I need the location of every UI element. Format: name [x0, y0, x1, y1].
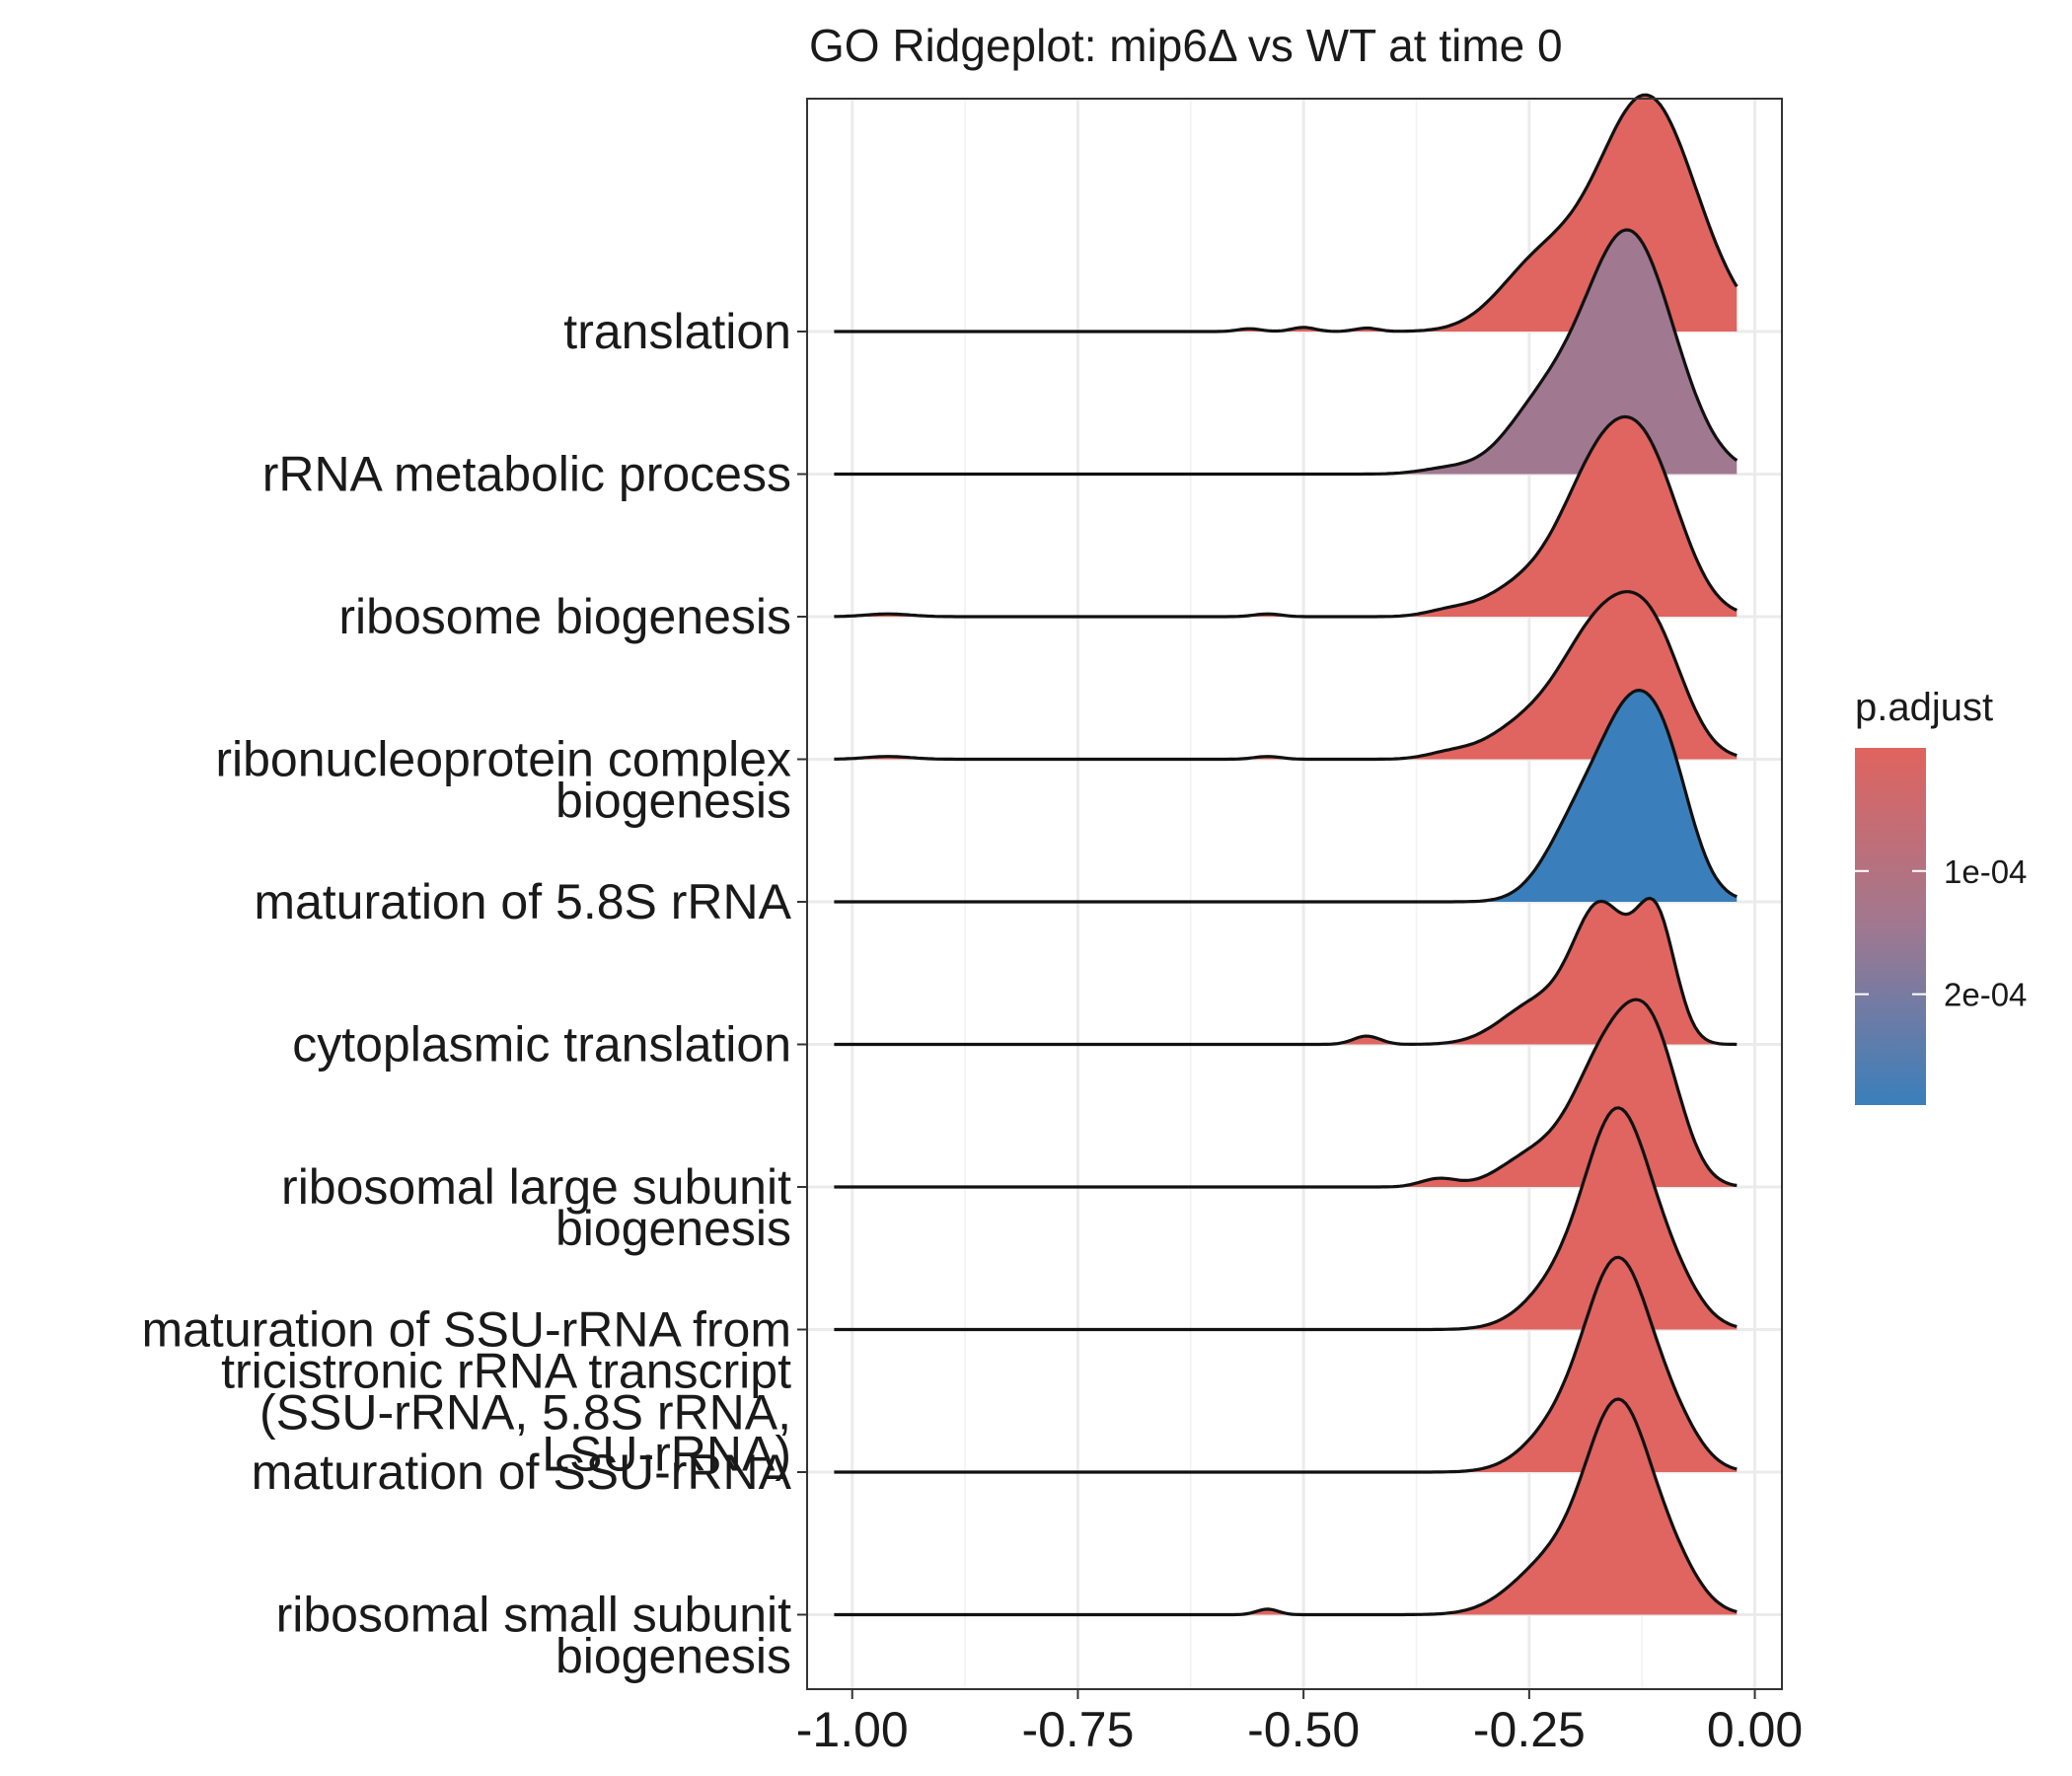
ridge-area [834, 1399, 1738, 1615]
chart-title: GO Ridgeplot: mip6Δ vs WT at time 0 [809, 20, 1563, 71]
ridge-outline [834, 414, 1738, 619]
x-tick-label: -0.50 [1247, 1702, 1360, 1757]
ridge-outline [834, 1106, 1738, 1332]
ridge-outline [834, 1397, 1738, 1617]
y-tick-label: translation [563, 304, 791, 359]
ridge-outline [834, 998, 1738, 1189]
y-tick-label: maturation of SSU-rRNA from [141, 1302, 791, 1358]
plot-panel-border [806, 98, 1783, 1690]
legend-tick-label: 1e-04 [1944, 853, 2027, 890]
ridge-4 [834, 689, 1738, 904]
ridge-area [834, 416, 1738, 617]
y-tick-label: maturation of 5.8S rRNA [254, 874, 791, 929]
ridge-outline [834, 689, 1738, 904]
ridge-2 [834, 414, 1738, 619]
y-tick-label: maturation of SSU-rRNA [252, 1444, 792, 1500]
legend: p.adjust 1e-04 2e-04 [1855, 686, 2027, 1105]
y-axis: translation rRNA metabolic process ribosom… [141, 304, 807, 1684]
y-tick-label: biogenesis [555, 774, 791, 829]
legend-colorbar [1855, 748, 1926, 1105]
x-tick-label: -0.25 [1473, 1702, 1586, 1757]
ridge-5 [834, 896, 1738, 1047]
y-tick-label: cytoplasmic translation [292, 1017, 791, 1073]
y-tick-label: rRNA metabolic process [262, 447, 791, 502]
y-tick-label: ribosome biogenesis [338, 589, 791, 644]
ridges [834, 93, 1739, 1617]
x-tick-label: -0.75 [1021, 1702, 1134, 1757]
x-axis: -1.00 -0.75 -0.50 -0.25 0.00 [796, 1689, 1803, 1757]
x-tick-label: -1.00 [796, 1702, 909, 1757]
ridge-outline [834, 228, 1739, 477]
legend-tick-label: 2e-04 [1944, 977, 2027, 1013]
ridge-outline [834, 896, 1738, 1047]
y-tick-label: ribosomal small subunit [276, 1588, 792, 1643]
legend-title: p.adjust [1855, 686, 1993, 729]
ridge-outline [834, 1255, 1738, 1474]
ridge-outline [834, 93, 1739, 333]
ridge-area [834, 690, 1738, 902]
y-tick-label: LSU-rRNA) [542, 1427, 791, 1482]
y-tick-label: biogenesis [555, 1629, 791, 1684]
ridge-outline [834, 590, 1738, 762]
y-tick-label: ribonucleoprotein complex [215, 732, 791, 787]
y-tick-label: biogenesis [555, 1201, 791, 1256]
ridge-9 [834, 1397, 1738, 1617]
y-tick-label: (SSU-rRNA, 5.8S rRNA, [259, 1385, 791, 1441]
ridge-area [834, 898, 1738, 1045]
y-tick-label: ribosomal large subunit [281, 1159, 791, 1215]
y-tick-label: tricistronic rRNA transcript [221, 1344, 791, 1399]
x-tick-label: 0.00 [1707, 1702, 1803, 1757]
